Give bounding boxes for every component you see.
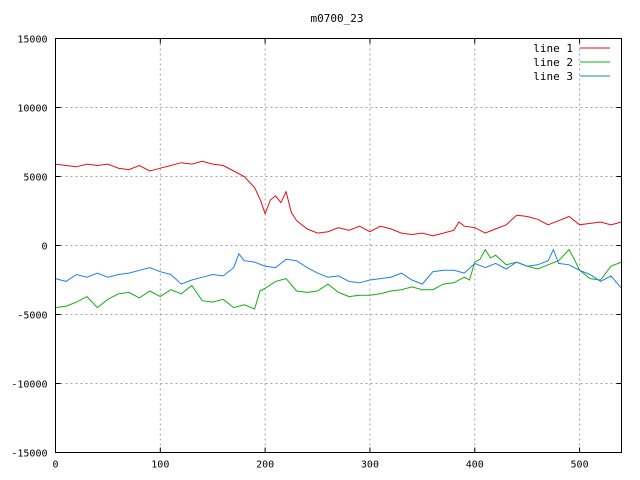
series-line-3 [55, 248, 622, 289]
series-group [55, 160, 622, 310]
x-tick-label: 0 [52, 460, 58, 471]
grid [55, 38, 622, 453]
axis-ticks: 0 100 200 300 400 500 -15000 -10000 -5000 0 5000 10… [11, 35, 622, 471]
y-tick-label: 15000 [17, 35, 47, 46]
chart-title: m0700_23 [311, 12, 364, 25]
x-tick-label: 500 [571, 460, 589, 471]
series-line-1 [55, 160, 622, 237]
x-tick-label: 400 [466, 460, 484, 471]
y-tick-label: 5000 [23, 173, 47, 184]
x-tick-label: 200 [256, 460, 274, 471]
x-tick-label: 300 [361, 460, 379, 471]
y-tick-label: 10000 [17, 104, 47, 115]
y-tick-label: -5000 [17, 311, 47, 322]
series-line-2 [55, 248, 622, 310]
y-tick-label: -15000 [11, 449, 47, 460]
legend-label-3: line 3 [533, 70, 573, 83]
legend-label-1: line 1 [533, 42, 573, 55]
legend-label-2: line 2 [533, 56, 573, 69]
y-tick-label: 0 [41, 242, 47, 253]
y-tick-label: -10000 [11, 380, 47, 391]
x-tick-label: 100 [151, 460, 169, 471]
